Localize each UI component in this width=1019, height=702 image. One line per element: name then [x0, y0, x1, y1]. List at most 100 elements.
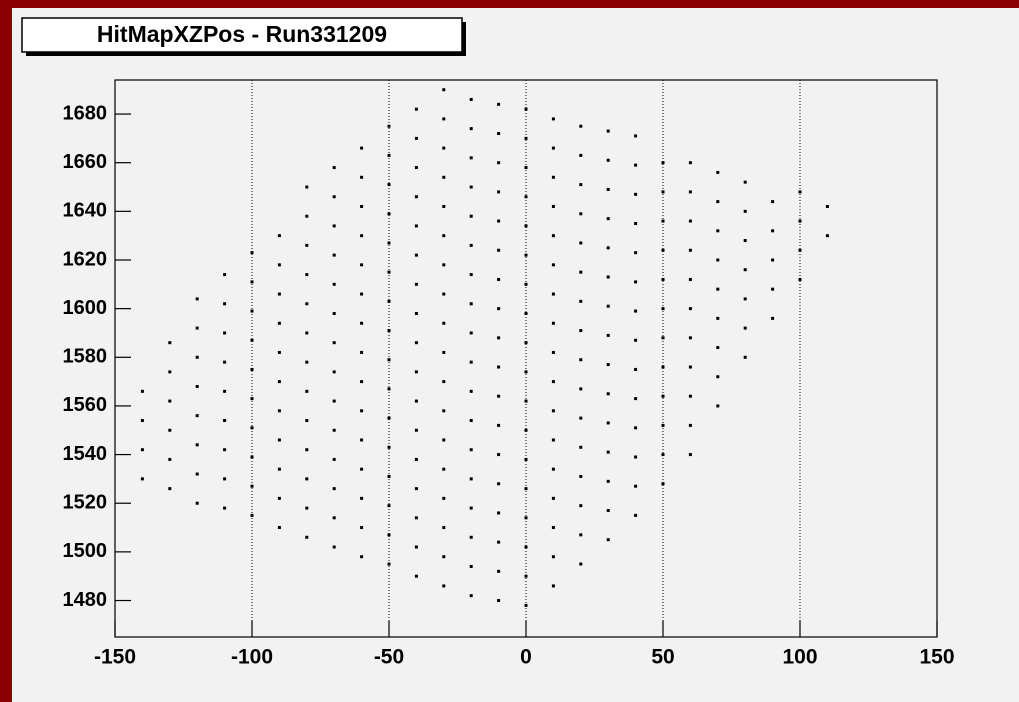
point [414, 166, 418, 170]
point [497, 511, 501, 515]
point [250, 484, 254, 488]
point [661, 248, 665, 252]
point [360, 526, 364, 530]
x-tick-label: -50 [374, 646, 404, 669]
point [195, 297, 199, 301]
x-tick-label: -150 [94, 646, 136, 669]
plot-frame [114, 79, 938, 638]
point [579, 329, 583, 333]
point [414, 457, 418, 461]
point [277, 292, 281, 296]
point [360, 467, 364, 471]
point [524, 107, 528, 111]
point [277, 496, 281, 500]
point [524, 282, 528, 286]
point [469, 302, 473, 306]
point [661, 307, 665, 311]
point [743, 297, 747, 301]
point [305, 477, 309, 481]
point [497, 540, 501, 544]
point [551, 467, 555, 471]
point [688, 394, 692, 398]
point [414, 224, 418, 228]
point [442, 88, 446, 92]
point [305, 214, 309, 218]
point [360, 292, 364, 296]
point [606, 217, 610, 221]
point [195, 414, 199, 418]
point [661, 277, 665, 281]
point [716, 200, 720, 204]
point [551, 380, 555, 384]
point [360, 380, 364, 384]
point [771, 287, 775, 291]
point [305, 506, 309, 510]
point [497, 132, 501, 136]
point [771, 229, 775, 233]
x-tick-label: -100 [231, 646, 273, 669]
point [661, 336, 665, 340]
point [414, 312, 418, 316]
point [414, 428, 418, 432]
point [442, 380, 446, 384]
point [497, 190, 501, 194]
point [606, 450, 610, 454]
point [551, 584, 555, 588]
point [223, 273, 227, 277]
point [332, 312, 336, 316]
point [688, 219, 692, 223]
point [387, 474, 391, 478]
point [469, 389, 473, 393]
point [442, 526, 446, 530]
point [634, 222, 638, 226]
point [524, 341, 528, 345]
point [305, 535, 309, 539]
point [661, 453, 665, 457]
point [223, 331, 227, 335]
point [469, 535, 473, 539]
point [250, 513, 254, 517]
point [332, 370, 336, 374]
point [223, 448, 227, 452]
point [305, 185, 309, 189]
point [195, 326, 199, 330]
point [716, 287, 720, 291]
point [442, 350, 446, 354]
point [688, 307, 692, 311]
point [524, 516, 528, 520]
point [551, 496, 555, 500]
point [140, 448, 144, 452]
point [825, 234, 829, 238]
point [360, 146, 364, 150]
point [250, 426, 254, 430]
point [551, 234, 555, 238]
point [497, 453, 501, 457]
point [688, 277, 692, 281]
point [524, 603, 528, 607]
y-tick-label: 1680 [63, 102, 108, 124]
x-tick-label: 150 [919, 646, 954, 669]
point [634, 397, 638, 401]
point [250, 338, 254, 342]
point [277, 321, 281, 325]
point [414, 253, 418, 257]
point [387, 387, 391, 391]
point [579, 183, 583, 187]
point [305, 302, 309, 306]
x-tick-label: 0 [520, 646, 532, 669]
point [360, 555, 364, 559]
point [332, 341, 336, 345]
point [223, 506, 227, 510]
point [524, 545, 528, 549]
point [195, 355, 199, 359]
point [442, 204, 446, 208]
point [332, 253, 336, 257]
point [497, 307, 501, 311]
point [606, 275, 610, 279]
chart-title: HitMapXZPos - Run331209 [97, 21, 387, 47]
point [606, 538, 610, 542]
point [551, 204, 555, 208]
point [387, 270, 391, 274]
point [661, 190, 665, 194]
point [360, 496, 364, 500]
